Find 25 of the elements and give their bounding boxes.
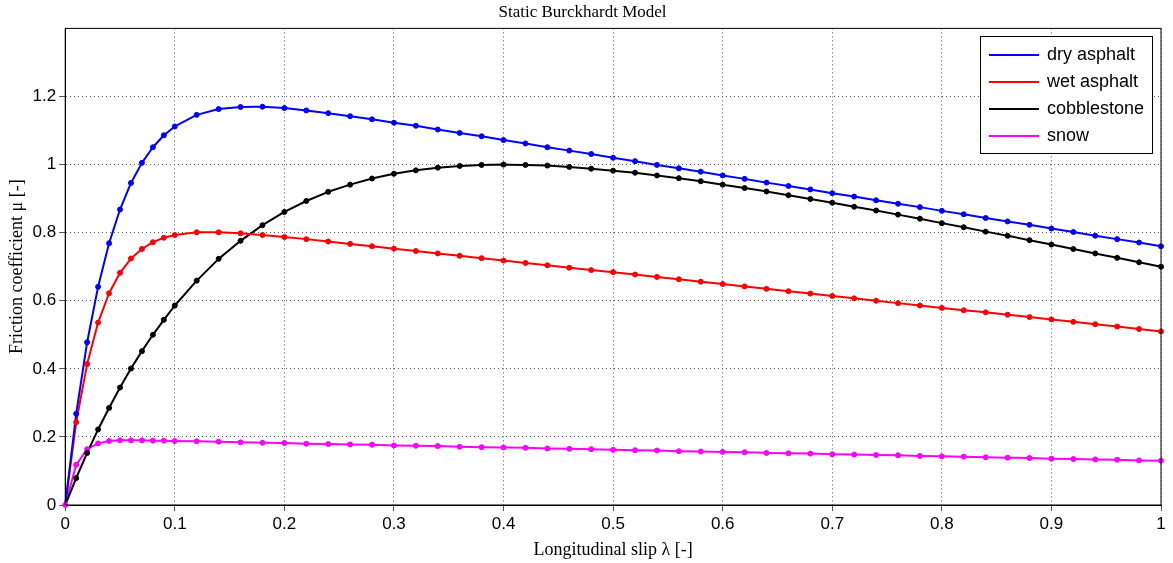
x-tick-label: 0 — [60, 513, 70, 533]
x-tick-label: 0.4 — [491, 513, 516, 533]
x-tick-label: 0.1 — [162, 513, 187, 533]
legend-label: dry asphalt — [1047, 44, 1136, 66]
x-tick-label: 0.7 — [820, 513, 845, 533]
x-tick-label: 1 — [1156, 513, 1166, 533]
x-tick-label: 0.2 — [272, 513, 297, 533]
y-tick-label: 1 — [46, 154, 57, 174]
y-tick-label: 0.6 — [32, 290, 57, 310]
y-tick-label: 0.8 — [32, 222, 57, 242]
y-tick-label: 0 — [46, 494, 57, 514]
x-tick-label: 0.5 — [601, 513, 625, 533]
x-tick-label: 0.3 — [382, 513, 406, 533]
legend-label: snow — [1047, 125, 1090, 147]
y-tick-label: 1.2 — [32, 86, 57, 106]
x-axis-title: Longitudinal slip λ [-] — [533, 538, 693, 559]
x-tick-label: 0.8 — [930, 513, 954, 533]
legend-label: wet asphalt — [1047, 71, 1139, 93]
y-tick-label: 0.4 — [32, 358, 57, 378]
x-tick-label: 0.6 — [710, 513, 735, 533]
x-tick-label: 0.9 — [1039, 513, 1064, 533]
y-axis-title: Friction coefficient μ [-] — [5, 179, 26, 355]
legend-label: cobblestone — [1047, 98, 1145, 120]
y-tick-label: 0.2 — [32, 426, 57, 446]
chart-title: Static Burckhardt Model — [498, 1, 667, 21]
